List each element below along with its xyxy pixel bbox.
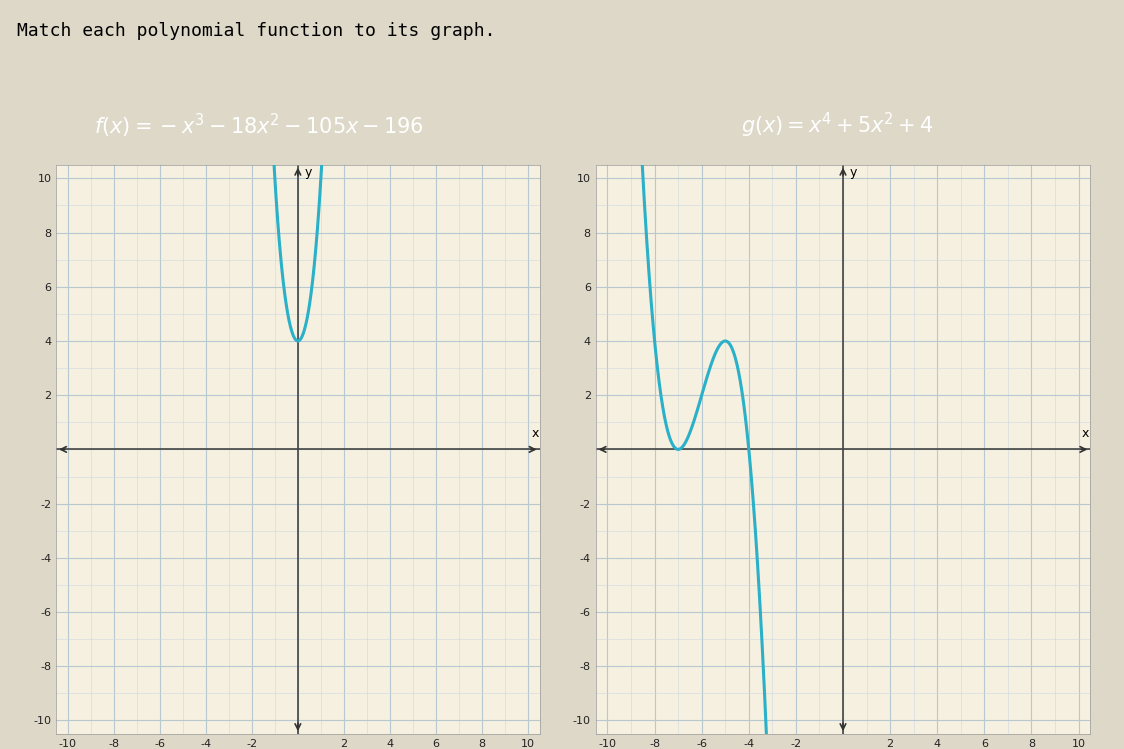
Text: y: y (305, 166, 312, 180)
Text: $g(x) = x^4 + 5x^2 + 4$: $g(x) = x^4 + 5x^2 + 4$ (741, 111, 934, 140)
Text: $f(x) = -x^3 - 18x^2 - 105x - 196$: $f(x) = -x^3 - 18x^2 - 105x - 196$ (93, 112, 424, 139)
Text: x: x (1082, 427, 1089, 440)
Text: y: y (850, 166, 858, 180)
Text: x: x (532, 427, 538, 440)
Text: Match each polynomial function to its graph.: Match each polynomial function to its gr… (17, 22, 496, 40)
